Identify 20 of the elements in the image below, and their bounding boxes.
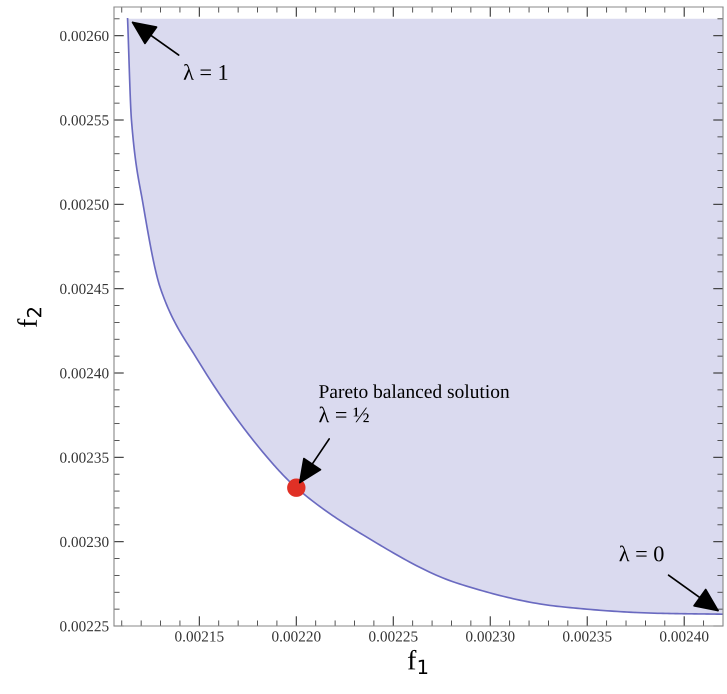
x-tick-label: 0.00220 [272,631,321,642]
y-tick-label: 0.00225 [60,621,109,632]
y-tick-label: 0.00240 [60,368,109,379]
x-tick-label: 0.00215 [175,631,224,642]
annotation: Pareto balanced solution [319,384,510,398]
y-tick-label: 0.00245 [60,284,109,294]
y-tick-label: 0.00260 [60,30,109,42]
x-tick-label: 0.00225 [369,631,418,642]
x-tick-label: 0.00230 [466,631,515,642]
y-axis-title: f$_{2}$ [17,308,42,328]
x-axis-title: f$_{1}$ [408,650,428,674]
x-tick-label: 0.00235 [562,631,612,642]
annotation: λ = 1 [184,64,228,80]
x-tick-label: 0.00240 [660,631,708,642]
annotation: λ = ½ [319,406,369,422]
y-tick-label: 0.00255 [60,115,109,126]
y-tick-label: 0.00250 [60,199,109,210]
y-tick-label: 0.00230 [60,536,109,548]
y-tick-label: 0.00235 [60,452,109,463]
annotation: λ = 0 [619,546,664,562]
